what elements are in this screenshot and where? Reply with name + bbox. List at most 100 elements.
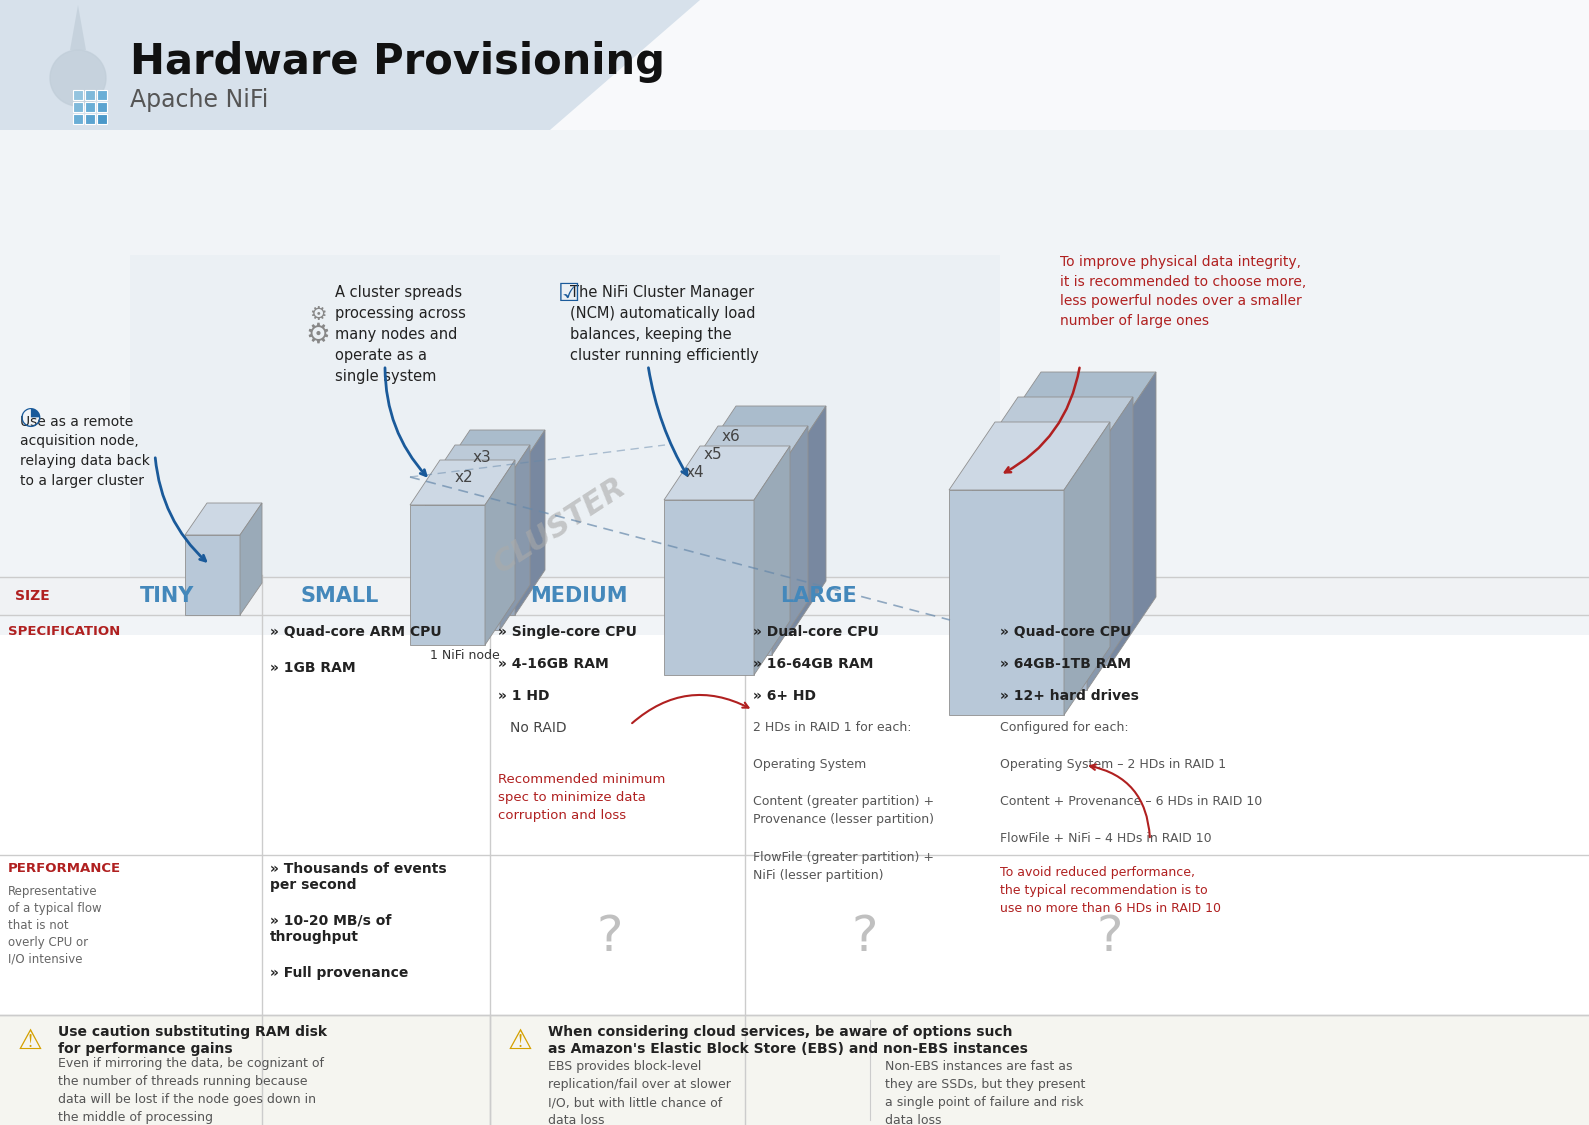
Text: » 64GB-1TB RAM: » 64GB-1TB RAM xyxy=(999,657,1131,670)
Polygon shape xyxy=(949,490,1065,716)
Text: x6: x6 xyxy=(721,429,740,444)
Text: » 6+ HD: » 6+ HD xyxy=(753,688,817,703)
Text: CLUSTER: CLUSTER xyxy=(488,471,632,578)
Text: No RAID: No RAID xyxy=(510,721,567,735)
Text: x5: x5 xyxy=(704,447,723,462)
FancyBboxPatch shape xyxy=(97,114,106,124)
Polygon shape xyxy=(0,0,701,130)
Polygon shape xyxy=(995,440,1111,665)
Text: x4: x4 xyxy=(686,465,704,480)
Text: » Full provenance: » Full provenance xyxy=(270,966,408,980)
Text: TINY: TINY xyxy=(140,586,194,606)
Polygon shape xyxy=(772,426,807,655)
Polygon shape xyxy=(440,430,545,475)
Text: EBS provides block-level
replication/fail over at slower
I/O, but with little ch: EBS provides block-level replication/fai… xyxy=(548,1060,731,1125)
FancyBboxPatch shape xyxy=(0,577,1589,615)
Polygon shape xyxy=(410,505,485,645)
Text: Hardware Provisioning: Hardware Provisioning xyxy=(130,40,666,83)
Text: » Thousands of events
per second: » Thousands of events per second xyxy=(270,862,447,892)
Polygon shape xyxy=(682,480,772,655)
Polygon shape xyxy=(410,460,515,505)
Polygon shape xyxy=(755,446,790,675)
Polygon shape xyxy=(1065,422,1111,716)
Polygon shape xyxy=(682,426,807,480)
Text: ?: ? xyxy=(597,914,623,961)
Text: » 12+ hard drives: » 12+ hard drives xyxy=(999,688,1139,703)
Text: ⚠: ⚠ xyxy=(17,1027,43,1055)
Polygon shape xyxy=(701,406,826,460)
Text: ?: ? xyxy=(1096,914,1123,961)
Polygon shape xyxy=(1111,372,1157,665)
Text: ◔: ◔ xyxy=(21,405,41,429)
Polygon shape xyxy=(972,397,1133,465)
Text: x2: x2 xyxy=(454,470,474,485)
FancyBboxPatch shape xyxy=(73,102,83,113)
Text: A cluster spreads
processing across
many nodes and
operate as a
single system: A cluster spreads processing across many… xyxy=(335,285,466,384)
Polygon shape xyxy=(184,503,262,536)
Text: SMALL: SMALL xyxy=(300,586,378,606)
Polygon shape xyxy=(701,460,790,634)
Polygon shape xyxy=(49,50,106,106)
Text: » 10-20 MB/s of
throughput: » 10-20 MB/s of throughput xyxy=(270,914,391,944)
Polygon shape xyxy=(485,460,515,645)
Text: Recommended minimum
spec to minimize data
corruption and loss: Recommended minimum spec to minimize dat… xyxy=(497,773,666,822)
Text: Representative
of a typical flow
that is not
overly CPU or
I/O intensive: Representative of a typical flow that is… xyxy=(8,885,102,966)
Text: PERFORMANCE: PERFORMANCE xyxy=(8,862,121,875)
Text: Even if mirroring the data, be cognizant of
the number of threads running becaus: Even if mirroring the data, be cognizant… xyxy=(59,1058,324,1124)
Text: ?: ? xyxy=(852,914,879,961)
Text: MEDIUM: MEDIUM xyxy=(531,586,628,606)
FancyBboxPatch shape xyxy=(84,90,95,100)
Text: » Single-core CPU: » Single-core CPU xyxy=(497,626,637,639)
Polygon shape xyxy=(995,372,1157,440)
Polygon shape xyxy=(501,446,531,630)
Text: Apache NiFi: Apache NiFi xyxy=(130,88,269,112)
Text: Configured for each:

Operating System – 2 HDs in RAID 1

Content + Provenance –: Configured for each: Operating System – … xyxy=(999,721,1262,845)
Polygon shape xyxy=(440,475,515,615)
Text: » 1 HD: » 1 HD xyxy=(497,688,550,703)
Text: ⚠: ⚠ xyxy=(507,1027,532,1055)
Text: » Quad-core CPU: » Quad-core CPU xyxy=(999,626,1131,639)
Text: ☑: ☑ xyxy=(558,282,580,306)
Text: When considering cloud services, be aware of options such
as Amazon's Elastic Bl: When considering cloud services, be awar… xyxy=(548,1025,1028,1056)
Polygon shape xyxy=(664,446,790,500)
FancyBboxPatch shape xyxy=(73,114,83,124)
Polygon shape xyxy=(949,422,1111,490)
FancyBboxPatch shape xyxy=(0,130,1589,634)
Text: Use as a remote
acquisition node,
relaying data back
to a larger cluster: Use as a remote acquisition node, relayi… xyxy=(21,415,149,487)
Text: The NiFi Cluster Manager
(NCM) automatically load
balances, keeping the
cluster : The NiFi Cluster Manager (NCM) automatic… xyxy=(570,285,760,363)
Polygon shape xyxy=(790,406,826,634)
Text: 1 NiFi node: 1 NiFi node xyxy=(431,649,501,662)
Text: x3: x3 xyxy=(474,450,491,465)
Polygon shape xyxy=(130,255,999,615)
Text: LARGE: LARGE xyxy=(780,586,856,606)
FancyBboxPatch shape xyxy=(73,90,83,100)
Polygon shape xyxy=(972,465,1087,690)
FancyBboxPatch shape xyxy=(0,1015,1589,1125)
Polygon shape xyxy=(424,490,501,630)
Polygon shape xyxy=(664,500,755,675)
Polygon shape xyxy=(515,430,545,615)
Text: » Quad-core ARM CPU: » Quad-core ARM CPU xyxy=(270,626,442,639)
Text: Non-EBS instances are fast as
they are SSDs, but they present
a single point of : Non-EBS instances are fast as they are S… xyxy=(885,1060,1085,1125)
Polygon shape xyxy=(424,446,531,490)
Text: » 16-64GB RAM: » 16-64GB RAM xyxy=(753,657,874,670)
Text: SIZE: SIZE xyxy=(14,590,49,603)
Text: » 4-16GB RAM: » 4-16GB RAM xyxy=(497,657,609,670)
Text: » 1GB RAM: » 1GB RAM xyxy=(270,662,356,675)
Text: SPECIFICATION: SPECIFICATION xyxy=(8,626,121,638)
Polygon shape xyxy=(70,4,86,49)
Text: To improve physical data integrity,
it is recommended to choose more,
less power: To improve physical data integrity, it i… xyxy=(1060,255,1306,327)
FancyBboxPatch shape xyxy=(84,114,95,124)
Polygon shape xyxy=(240,503,262,615)
Text: » Dual-core CPU: » Dual-core CPU xyxy=(753,626,879,639)
Text: Use caution substituting RAM disk
for performance gains: Use caution substituting RAM disk for pe… xyxy=(59,1025,327,1056)
Text: 2 HDs in RAID 1 for each:

Operating System

Content (greater partition) +
Prove: 2 HDs in RAID 1 for each: Operating Syst… xyxy=(753,721,934,882)
FancyBboxPatch shape xyxy=(0,0,1589,130)
Text: ⚙: ⚙ xyxy=(310,306,327,324)
FancyBboxPatch shape xyxy=(97,90,106,100)
Polygon shape xyxy=(1087,397,1133,690)
FancyBboxPatch shape xyxy=(84,102,95,113)
Text: ⚙: ⚙ xyxy=(305,321,331,349)
Text: To avoid reduced performance,
the typical recommendation is to
use no more than : To avoid reduced performance, the typica… xyxy=(999,866,1220,915)
Polygon shape xyxy=(184,536,240,615)
